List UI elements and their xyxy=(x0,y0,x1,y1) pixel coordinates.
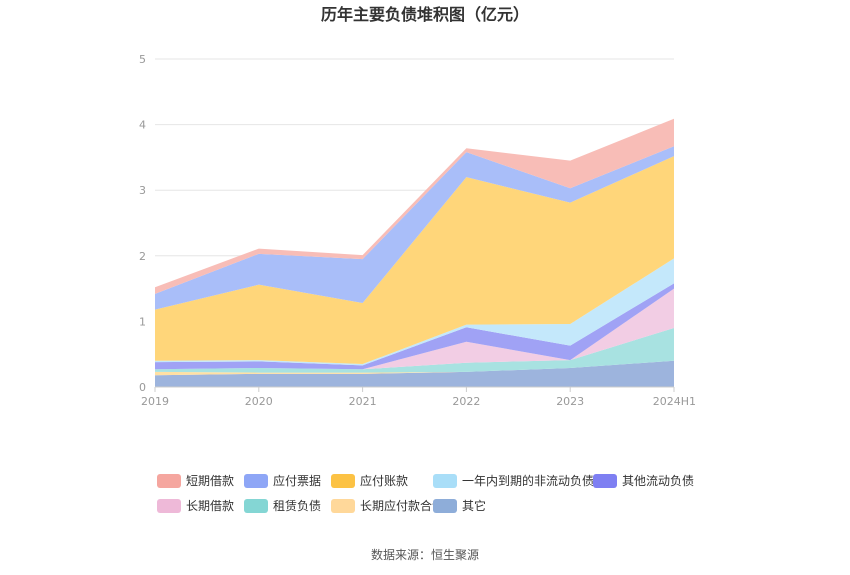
legend-label: 应付票据 xyxy=(273,473,321,488)
area-series-4[interactable] xyxy=(155,283,674,370)
data-source: 数据来源：恒生聚源 xyxy=(371,547,479,562)
area-series-5[interactable] xyxy=(155,258,674,366)
area-series-1[interactable] xyxy=(155,360,674,376)
legend-item[interactable]: 一年内到期的非流动负债 xyxy=(433,473,594,488)
area-series-0[interactable] xyxy=(155,360,674,387)
legend-label: 一年内到期的非流动负债 xyxy=(462,473,594,488)
legend-swatch xyxy=(157,499,181,513)
legend-swatch xyxy=(433,474,457,488)
legend-label: 长期借款 xyxy=(186,499,234,513)
legend-swatch xyxy=(593,474,617,488)
area-series xyxy=(155,118,674,387)
legend-label: 租赁负债 xyxy=(273,499,321,513)
area-series-6[interactable] xyxy=(155,156,674,365)
area-series-8[interactable] xyxy=(155,118,674,294)
legend-label: 应付账款 xyxy=(360,473,408,488)
legend-item[interactable]: 短期借款 xyxy=(157,474,234,488)
legend-swatch xyxy=(244,499,268,513)
chart-title: 历年主要负债堆积图（亿元） xyxy=(321,5,529,24)
legend-label: 短期借款 xyxy=(186,474,234,488)
y-tick-label: 0 xyxy=(139,381,146,394)
x-tick-label: 2020 xyxy=(245,395,273,408)
legend-item[interactable]: 长期借款 xyxy=(157,499,234,513)
legend-swatch xyxy=(157,474,181,488)
area-series-7[interactable] xyxy=(155,146,674,310)
legend-swatch xyxy=(433,499,457,513)
y-tick-label: 3 xyxy=(139,184,146,197)
axes: 2019 2020 2021 2022 2023 2024H1 xyxy=(141,386,696,408)
legend-item[interactable]: 租赁负债 xyxy=(244,499,321,513)
y-tick-label: 5 xyxy=(139,53,146,66)
legend-label: 长期应付款合计 xyxy=(360,498,444,513)
legend-label: 其他流动负债 xyxy=(622,474,694,488)
x-tick-label: 2021 xyxy=(349,395,377,408)
area-series-2[interactable] xyxy=(155,327,674,373)
legend-item[interactable]: 应付账款 xyxy=(331,473,408,488)
legend-item[interactable]: 其他流动负债 xyxy=(593,474,694,488)
y-tick-label: 4 xyxy=(139,119,146,132)
legend-item[interactable]: 应付票据 xyxy=(244,473,321,488)
legend-label: 其它 xyxy=(462,498,486,513)
x-tick-label: 2024H1 xyxy=(653,395,696,408)
x-tick-label: 2019 xyxy=(141,395,169,408)
x-tick-label: 2023 xyxy=(556,395,584,408)
legend-swatch xyxy=(331,474,355,488)
legend-swatch xyxy=(331,499,355,513)
x-tick-label: 2022 xyxy=(452,395,480,408)
y-tick-label: 1 xyxy=(139,315,146,328)
legend-swatch xyxy=(244,474,268,488)
y-tick-label: 2 xyxy=(139,250,146,263)
legend-item[interactable]: 其它 xyxy=(433,498,486,513)
legend-item[interactable]: 长期应付款合计 xyxy=(331,498,444,513)
